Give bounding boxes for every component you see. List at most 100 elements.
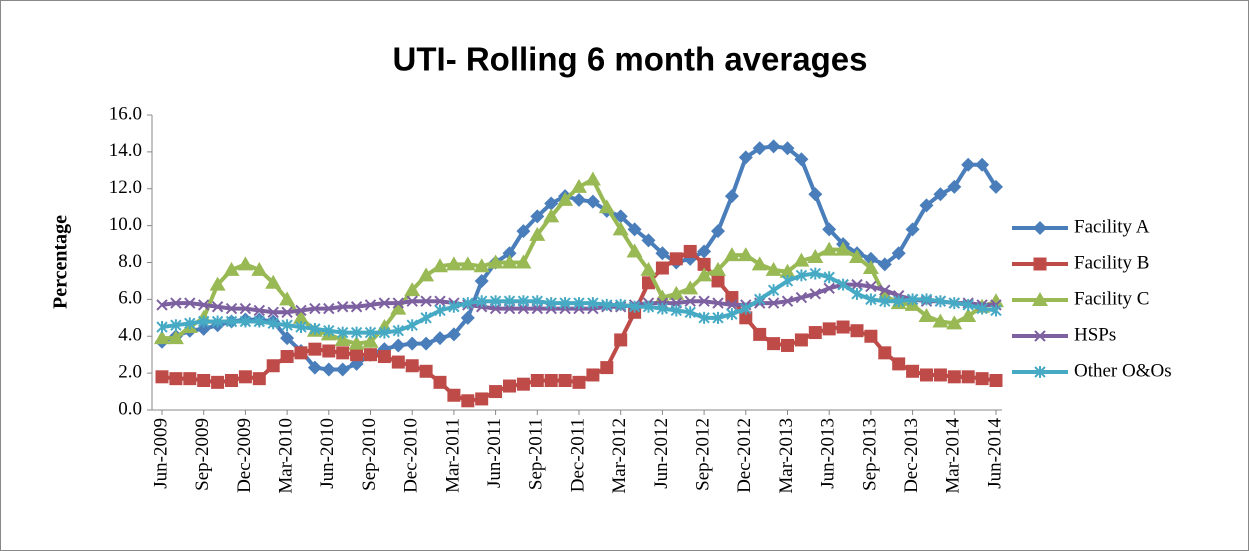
- marker: [211, 301, 224, 313]
- y-tick-label: 6.0: [118, 288, 142, 309]
- x-tick-label: Dec-2012: [734, 418, 755, 493]
- marker: [823, 282, 835, 295]
- x-tick-label: Dec-2013: [901, 418, 922, 493]
- marker: [585, 194, 600, 209]
- marker: [697, 257, 711, 271]
- marker: [946, 315, 963, 330]
- marker: [1033, 221, 1047, 235]
- marker: [197, 315, 210, 328]
- marker: [642, 300, 655, 313]
- marker: [598, 199, 615, 214]
- x-tick-label: Jun-2014: [984, 418, 1005, 489]
- marker: [544, 374, 558, 387]
- marker: [225, 315, 238, 328]
- marker: [572, 192, 586, 207]
- marker: [558, 374, 572, 387]
- marker: [571, 178, 587, 193]
- marker: [1034, 330, 1046, 342]
- marker: [975, 372, 989, 386]
- marker: [378, 297, 391, 309]
- marker: [947, 179, 962, 194]
- marker: [723, 247, 740, 262]
- marker: [503, 379, 516, 393]
- marker: [473, 258, 490, 273]
- x-tick-label: Jun-2013: [818, 418, 839, 489]
- marker: [779, 263, 796, 278]
- marker: [573, 297, 585, 310]
- marker: [391, 355, 405, 369]
- marker: [267, 306, 279, 318]
- marker: [809, 288, 822, 300]
- marker: [184, 297, 196, 309]
- marker: [740, 302, 752, 315]
- marker: [156, 321, 168, 334]
- marker: [865, 293, 877, 306]
- x-tick-label: Jun-2010: [317, 418, 338, 489]
- marker: [795, 291, 808, 304]
- marker: [641, 233, 656, 248]
- marker: [489, 385, 503, 399]
- marker: [350, 326, 363, 339]
- marker: [336, 346, 350, 360]
- marker: [364, 299, 377, 311]
- marker: [947, 370, 961, 384]
- marker: [836, 320, 850, 334]
- marker: [406, 319, 418, 332]
- marker: [238, 370, 252, 384]
- marker: [364, 326, 377, 339]
- marker: [850, 324, 864, 338]
- marker: [822, 222, 837, 237]
- marker: [529, 226, 546, 241]
- marker: [669, 252, 683, 266]
- marker: [961, 370, 975, 384]
- marker: [183, 372, 197, 386]
- marker: [489, 295, 502, 308]
- marker: [766, 139, 781, 154]
- marker: [475, 295, 488, 308]
- y-tick-label: 8.0: [118, 251, 142, 272]
- marker: [294, 346, 308, 360]
- marker: [461, 394, 475, 408]
- marker: [698, 295, 710, 307]
- marker: [961, 157, 976, 172]
- marker: [808, 326, 822, 340]
- marker: [724, 189, 739, 204]
- marker: [445, 256, 462, 271]
- marker: [211, 375, 225, 389]
- marker: [322, 344, 336, 358]
- marker: [391, 338, 406, 353]
- marker: [655, 246, 670, 261]
- x-tick-label: Sep-2011: [526, 418, 547, 490]
- marker: [515, 254, 532, 269]
- marker: [753, 327, 767, 341]
- marker: [684, 306, 696, 319]
- marker: [780, 141, 795, 156]
- marker: [392, 324, 405, 337]
- marker: [892, 357, 906, 371]
- marker: [209, 276, 226, 291]
- marker: [531, 295, 544, 308]
- marker: [308, 342, 322, 356]
- x-tick-label: Mar-2014: [943, 418, 964, 494]
- marker: [223, 261, 240, 276]
- marker: [613, 209, 628, 224]
- marker: [405, 336, 420, 351]
- marker: [670, 304, 683, 317]
- marker: [293, 309, 309, 324]
- marker: [323, 302, 335, 315]
- marker: [601, 298, 613, 311]
- marker: [863, 251, 878, 266]
- marker: [559, 297, 571, 310]
- marker: [544, 196, 559, 211]
- y-tick-label: 0.0: [118, 398, 142, 419]
- marker: [448, 300, 460, 313]
- marker: [682, 280, 699, 295]
- marker: [197, 374, 211, 387]
- marker: [711, 224, 725, 239]
- marker: [933, 368, 947, 382]
- marker: [309, 322, 321, 335]
- marker: [710, 261, 726, 276]
- marker: [711, 274, 725, 288]
- marker: [281, 306, 293, 318]
- marker: [572, 375, 586, 389]
